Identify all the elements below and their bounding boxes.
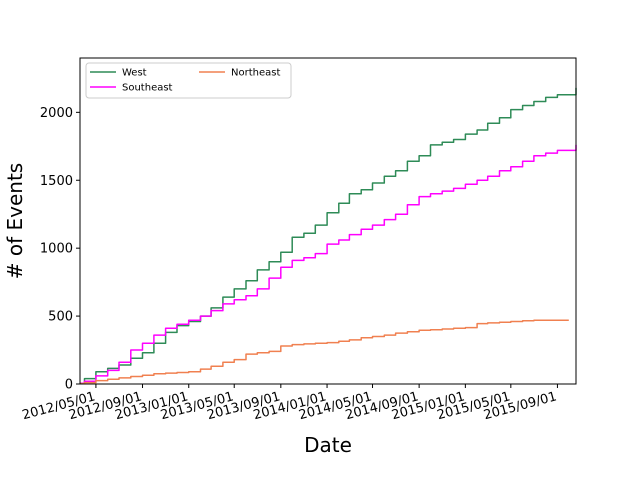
series-layer (80, 87, 577, 385)
legend-label-west: West (122, 68, 147, 79)
y-tick-label: 1500 (40, 174, 73, 189)
series-line-west (80, 87, 577, 385)
y-axis: 0 500 1000 1500 2000 (40, 106, 80, 393)
y-tick-label: 0 (65, 378, 73, 393)
series-line-southeast (80, 144, 577, 385)
x-axis: 2012/05/012012/09/012013/01/012013/05/01… (21, 384, 558, 423)
legend[interactable]: West Southeast Northeast (85, 62, 292, 99)
legend-label-northeast: Northeast (231, 68, 280, 79)
legend-box (85, 62, 292, 99)
y-tick-label: 2000 (40, 106, 73, 121)
x-axis-title: Date (304, 433, 352, 457)
y-axis-title: # of Events (3, 163, 27, 279)
series-line-northeast (80, 319, 569, 385)
y-tick-label: 500 (48, 310, 73, 325)
y-tick-label: 1000 (40, 242, 73, 257)
legend-label-southeast: Southeast (122, 83, 173, 94)
plot-area-frame (79, 57, 577, 385)
